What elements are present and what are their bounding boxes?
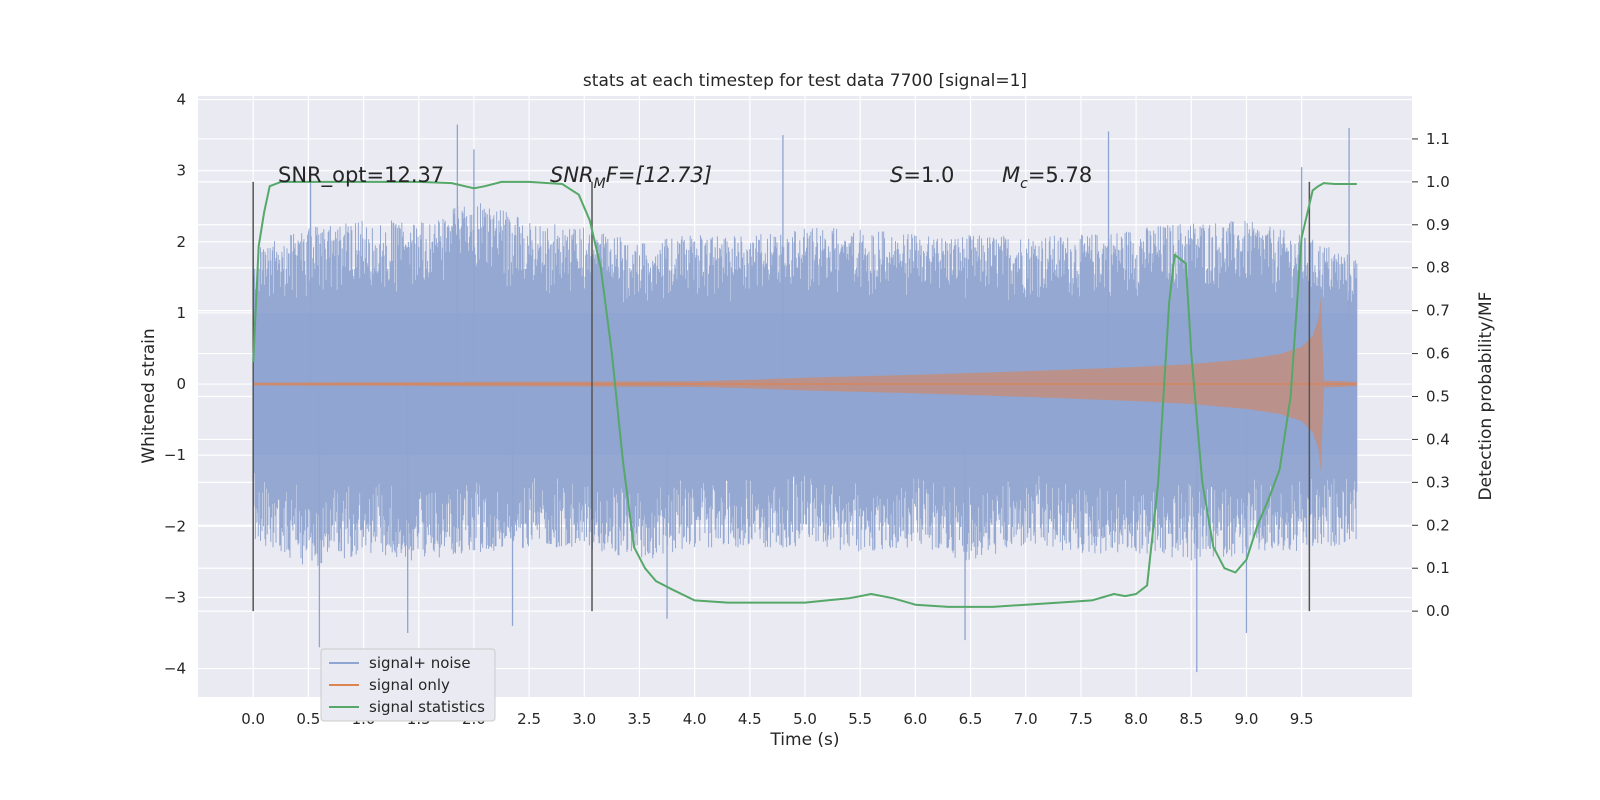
annotation-mc-rest: =5.78	[1028, 163, 1092, 187]
y-right-tick-label: 0.2	[1426, 516, 1450, 534]
stats-series	[252, 180, 1357, 608]
y-right-tick-label: 1.0	[1426, 173, 1450, 191]
y-right-tick-label: 0.4	[1426, 430, 1450, 448]
y-left-tick-label: 1	[176, 304, 186, 322]
signal-series	[253, 296, 1357, 472]
x-tick-label: 8.0	[1124, 710, 1148, 728]
y-right-tick-label: 1.1	[1426, 130, 1450, 148]
y-right-tick-label: 0.9	[1426, 216, 1450, 234]
y-right-tick-label: 0.5	[1426, 388, 1450, 406]
legend-label-stats: signal statistics	[369, 698, 485, 716]
annotation-s-main: S	[890, 163, 903, 187]
y-right-tick-label: 0.1	[1426, 559, 1450, 577]
y-right-tick-label: 0.3	[1426, 473, 1450, 491]
x-tick-label: 5.5	[848, 710, 872, 728]
x-tick-label: 7.0	[1014, 710, 1038, 728]
x-tick-label: 9.5	[1290, 710, 1314, 728]
y-right-tick-labels: 0.0 0.1 0.2 0.3 0.4 0.5 0.6 0.7 0.8 0.9 1.0 1.1	[1426, 130, 1450, 620]
y-left-tick-label: 3	[176, 162, 186, 180]
annotation-snr-mf: SNRMF=[12.73]	[550, 163, 712, 192]
y-left-tick-label: 0	[176, 375, 186, 393]
x-tick-label: 9.0	[1235, 710, 1259, 728]
x-tick-label: 4.5	[738, 710, 762, 728]
x-tick-label: 6.5	[959, 710, 983, 728]
y-left-tick-label: −2	[164, 517, 186, 535]
annotation-snr-mf-main: SNR	[550, 163, 594, 187]
stats-line	[252, 180, 1357, 608]
y-right-tick-label: 0.6	[1426, 345, 1450, 363]
y-left-tick-label: −1	[164, 446, 186, 464]
annotation-mc: Mc=5.78	[1002, 163, 1092, 192]
annotation-snr-opt: SNR_opt=12.37	[278, 163, 444, 188]
annotation-snr-mf-rest: F=[12.73]	[606, 163, 712, 187]
x-tick-label: 2.5	[517, 710, 541, 728]
annotation-s: S=1.0	[890, 163, 954, 187]
x-tick-label: 0.0	[241, 710, 265, 728]
x-tick-labels: 0.00.51.01.52.02.53.03.54.04.55.05.56.06…	[241, 710, 1313, 728]
x-tick-label: 3.0	[572, 710, 596, 728]
y-left-tick-label: 4	[176, 91, 186, 109]
annotation-snr-mf-sub: M	[594, 176, 606, 192]
chart-title: stats at each timestep for test data 770…	[583, 71, 1027, 91]
y-axis-left-label: Whitened strain	[139, 328, 159, 463]
x-tick-label: 4.0	[683, 710, 707, 728]
y-left-tick-label: 2	[176, 233, 186, 251]
x-tick-label: 3.5	[628, 710, 652, 728]
x-tick-label: 8.5	[1179, 710, 1203, 728]
annotation-s-rest: =1.0	[903, 163, 954, 187]
y-right-tick-label: 0.0	[1426, 602, 1450, 620]
y-left-tick-labels: −4 −3 −2 −1 0 1 2 3 4	[164, 91, 186, 678]
annotation-mc-main: M	[1002, 163, 1020, 187]
y-right-tick-label: 0.7	[1426, 302, 1450, 320]
x-axis-label: Time (s)	[769, 730, 839, 750]
x-tick-label: 6.0	[903, 710, 927, 728]
x-tick-label: 7.5	[1069, 710, 1093, 728]
legend-label-noise: signal+ noise	[369, 654, 471, 672]
legend: signal+ noise signal only signal statist…	[320, 648, 496, 722]
y-right-tick-label: 0.8	[1426, 259, 1450, 277]
y-left-tick-label: −4	[164, 660, 186, 678]
x-tick-label: 0.5	[296, 710, 320, 728]
x-tick-label: 5.0	[793, 710, 817, 728]
legend-label-signal: signal only	[369, 676, 450, 694]
annotation-mc-sub: c	[1020, 176, 1028, 192]
y-axis-right-label: Detection probability/MF	[1476, 292, 1496, 501]
y-left-tick-label: −3	[164, 588, 186, 606]
legend-box	[320, 648, 496, 722]
vertical-markers	[252, 181, 1311, 612]
